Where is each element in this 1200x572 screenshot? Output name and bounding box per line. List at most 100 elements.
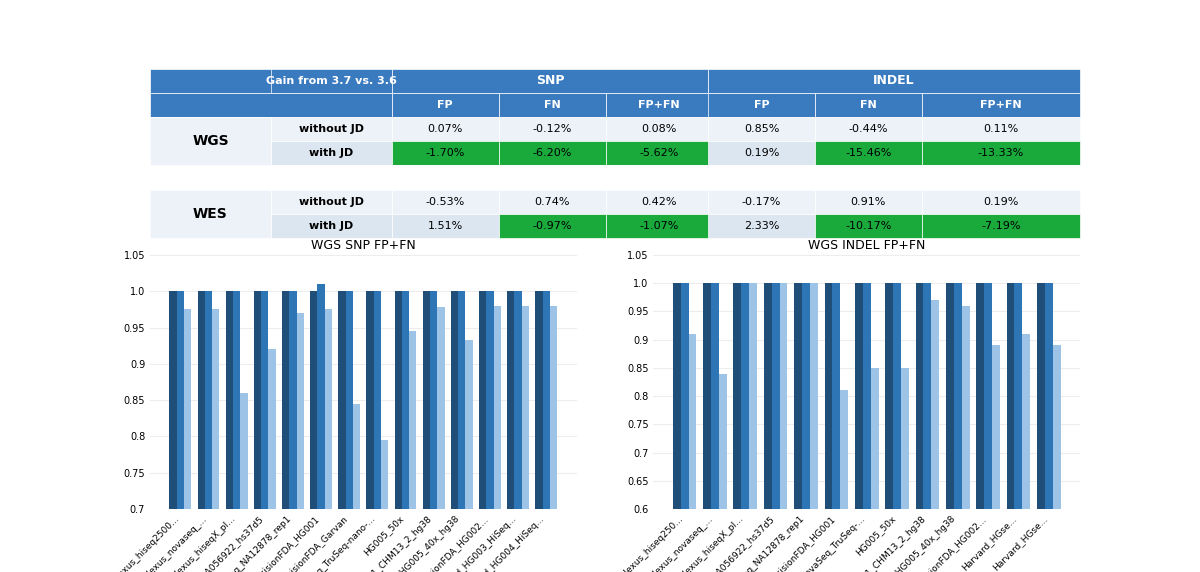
- FancyBboxPatch shape: [271, 69, 391, 93]
- Bar: [780, 283, 787, 572]
- Bar: [289, 291, 296, 572]
- FancyBboxPatch shape: [708, 69, 1080, 93]
- Bar: [205, 291, 212, 572]
- Text: FN: FN: [860, 100, 877, 110]
- Bar: [254, 291, 262, 572]
- FancyBboxPatch shape: [499, 117, 606, 141]
- Bar: [824, 283, 833, 572]
- Bar: [466, 340, 473, 572]
- Bar: [296, 313, 304, 572]
- FancyBboxPatch shape: [150, 69, 391, 93]
- Text: -13.33%: -13.33%: [978, 148, 1024, 158]
- FancyBboxPatch shape: [708, 117, 815, 141]
- Bar: [212, 309, 220, 572]
- Text: without JD: without JD: [299, 124, 364, 134]
- FancyBboxPatch shape: [150, 117, 271, 165]
- FancyBboxPatch shape: [606, 141, 713, 165]
- FancyBboxPatch shape: [606, 214, 713, 238]
- FancyBboxPatch shape: [922, 93, 1080, 117]
- FancyBboxPatch shape: [150, 93, 391, 117]
- Bar: [508, 291, 515, 572]
- FancyBboxPatch shape: [150, 165, 1080, 190]
- Text: Gain from 3.7 vs. 3.6: Gain from 3.7 vs. 3.6: [266, 76, 397, 86]
- Text: -0.17%: -0.17%: [742, 197, 781, 206]
- Bar: [712, 283, 719, 572]
- Text: -0.12%: -0.12%: [533, 124, 572, 134]
- Text: 0.07%: 0.07%: [427, 124, 463, 134]
- FancyBboxPatch shape: [708, 141, 815, 165]
- FancyBboxPatch shape: [499, 93, 606, 117]
- Bar: [366, 291, 373, 572]
- Bar: [833, 283, 840, 572]
- Bar: [703, 283, 712, 572]
- FancyBboxPatch shape: [391, 141, 499, 165]
- Text: WGS: WGS: [192, 134, 229, 148]
- FancyBboxPatch shape: [922, 214, 1080, 238]
- Bar: [169, 291, 176, 572]
- Bar: [382, 440, 389, 572]
- Text: INDEL: INDEL: [874, 74, 914, 88]
- Bar: [184, 309, 191, 572]
- Bar: [673, 283, 680, 572]
- Bar: [550, 306, 557, 572]
- FancyBboxPatch shape: [391, 190, 499, 214]
- Bar: [409, 331, 416, 572]
- FancyBboxPatch shape: [708, 214, 815, 238]
- FancyBboxPatch shape: [150, 214, 271, 238]
- Bar: [535, 291, 542, 572]
- FancyBboxPatch shape: [922, 190, 1080, 214]
- Bar: [749, 283, 757, 572]
- Bar: [233, 291, 240, 572]
- Bar: [325, 309, 332, 572]
- Text: 0.91%: 0.91%: [851, 197, 886, 206]
- Bar: [719, 374, 727, 572]
- Bar: [542, 291, 550, 572]
- Title: WGS INDEL FP+FN: WGS INDEL FP+FN: [808, 240, 925, 252]
- Bar: [318, 284, 325, 572]
- Bar: [422, 291, 430, 572]
- Bar: [430, 291, 437, 572]
- Text: -5.62%: -5.62%: [640, 148, 679, 158]
- Bar: [863, 283, 871, 572]
- FancyBboxPatch shape: [150, 141, 271, 165]
- Text: -7.19%: -7.19%: [982, 221, 1021, 231]
- Bar: [977, 283, 984, 572]
- Bar: [733, 283, 742, 572]
- Bar: [961, 306, 970, 572]
- FancyBboxPatch shape: [499, 190, 606, 214]
- Text: 2.33%: 2.33%: [744, 221, 779, 231]
- Bar: [946, 283, 954, 572]
- Text: FP+FN: FP+FN: [638, 100, 680, 110]
- Bar: [493, 306, 500, 572]
- FancyBboxPatch shape: [708, 190, 815, 214]
- Bar: [689, 334, 696, 572]
- Bar: [269, 349, 276, 572]
- FancyBboxPatch shape: [150, 190, 271, 238]
- Bar: [353, 404, 360, 572]
- Bar: [1052, 345, 1061, 572]
- Text: FN: FN: [544, 100, 560, 110]
- FancyBboxPatch shape: [150, 190, 271, 214]
- Bar: [802, 283, 810, 572]
- Title: WGS SNP FP+FN: WGS SNP FP+FN: [311, 240, 415, 252]
- FancyBboxPatch shape: [606, 93, 713, 117]
- Bar: [772, 283, 780, 572]
- FancyBboxPatch shape: [271, 117, 391, 141]
- Bar: [954, 283, 961, 572]
- FancyBboxPatch shape: [708, 93, 815, 117]
- Text: SNP: SNP: [535, 74, 564, 88]
- Text: 0.19%: 0.19%: [744, 148, 779, 158]
- Bar: [522, 306, 529, 572]
- Text: -0.44%: -0.44%: [848, 124, 888, 134]
- Bar: [901, 368, 908, 572]
- Bar: [742, 283, 749, 572]
- Bar: [346, 291, 353, 572]
- FancyBboxPatch shape: [606, 190, 713, 214]
- Bar: [1007, 283, 1014, 572]
- Bar: [984, 283, 992, 572]
- Text: 0.08%: 0.08%: [642, 124, 677, 134]
- Bar: [854, 283, 863, 572]
- FancyBboxPatch shape: [271, 141, 391, 165]
- Text: -15.46%: -15.46%: [845, 148, 892, 158]
- Bar: [794, 283, 802, 572]
